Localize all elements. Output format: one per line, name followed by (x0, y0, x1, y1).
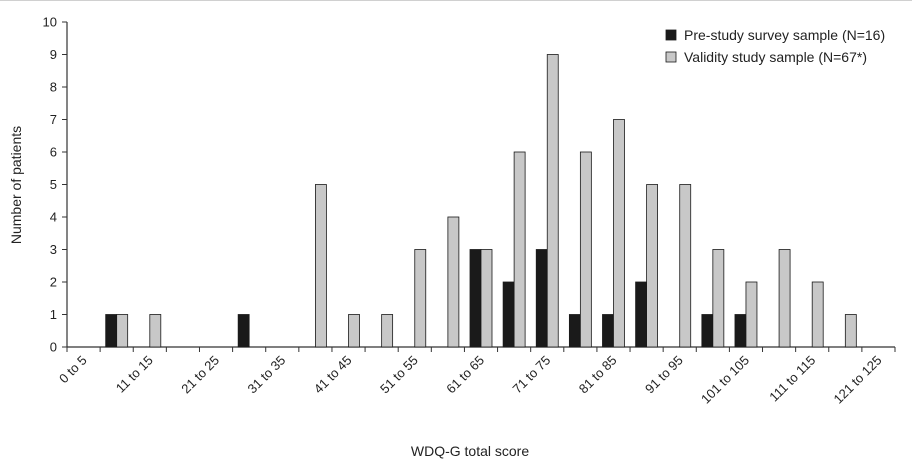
bar-validity-2 (149, 314, 162, 348)
bar-pre-study-16 (602, 314, 614, 348)
legend-swatch-validity (665, 51, 677, 63)
x-tick-label: 101 to 105 (698, 353, 752, 407)
x-axis: 0 to 5 11 to 15 21 to 25 31 to 35 41 to 45 51… (56, 346, 896, 407)
bar-pre-study-5 (237, 314, 250, 348)
bar-pre-study-17 (635, 281, 647, 348)
y-tick-label: 4 (50, 210, 57, 225)
x-tick-label: 61 to 65 (443, 353, 487, 397)
bar-validity-17 (646, 184, 658, 348)
bar-validity-14 (546, 54, 559, 348)
bar-pre-study-19 (701, 314, 714, 348)
bar-validity-13 (513, 151, 526, 348)
x-tick-label: 71 to 75 (510, 353, 554, 397)
x-tick-label: 0 to 5 (56, 353, 90, 387)
bar-pre-study-13 (502, 281, 515, 348)
y-tick-label: 10 (43, 15, 57, 30)
y-axis-title: Number of patients (8, 126, 24, 244)
x-tick-label: 91 to 95 (642, 353, 686, 397)
legend-label-validity: Validity study sample (N=67*) (684, 49, 867, 65)
y-tick-label: 8 (50, 80, 57, 95)
x-axis-title: WDQ-G total score (411, 443, 529, 459)
y-tick-label: 9 (50, 47, 57, 62)
x-tick-label: 11 to 15 (113, 353, 156, 396)
bar-validity-7 (314, 184, 327, 348)
bars (105, 54, 857, 348)
bar-validity-10 (414, 249, 427, 348)
y-tick-label: 3 (50, 242, 57, 257)
bar-validity-20 (745, 281, 758, 348)
bar-pre-study-15 (568, 314, 581, 348)
y-tick-label: 2 (50, 275, 57, 290)
bar-validity-12 (480, 249, 493, 348)
bar-validity-11 (447, 216, 460, 348)
x-tick-label: 111 to 115 (766, 353, 818, 405)
bar-validity-9 (381, 314, 394, 348)
bar-validity-22 (811, 281, 824, 348)
y-tick-label: 0 (50, 340, 57, 355)
legend: Pre-study survey sample (N=16) Validity s… (665, 27, 885, 65)
bar-validity-15 (579, 151, 592, 348)
y-tick-label: 6 (50, 145, 57, 160)
y-tick-label: 7 (50, 112, 57, 127)
x-tick-label: 21 to 25 (178, 353, 222, 397)
bar-validity-21 (778, 249, 791, 348)
x-tick-label: 81 to 85 (576, 353, 620, 397)
bar-pre-study-14 (535, 249, 548, 348)
x-tick-label: 121 to 125 (831, 353, 885, 407)
y-axis: 0 1 2 3 4 5 6 7 8 9 10 (43, 15, 68, 355)
bar-validity-8 (348, 314, 360, 348)
x-tick-label: 31 to 35 (245, 353, 289, 397)
bar-validity-16 (613, 119, 625, 348)
bar-pre-study-1 (105, 314, 118, 348)
legend-label-pre-study: Pre-study survey sample (N=16) (684, 27, 885, 43)
y-tick-label: 5 (50, 177, 57, 192)
legend-swatch-pre-study (665, 29, 677, 41)
bar-pre-study-20 (734, 314, 747, 348)
bar-validity-23 (844, 314, 857, 348)
bar-validity-1 (116, 314, 129, 348)
bar-validity-19 (712, 249, 725, 348)
bar-validity-18 (679, 184, 692, 348)
x-tick-label: 41 to 45 (311, 353, 355, 397)
y-tick-label: 1 (50, 307, 57, 322)
bar-pre-study-12 (469, 249, 482, 348)
x-tick-label: 51 to 55 (377, 353, 421, 397)
